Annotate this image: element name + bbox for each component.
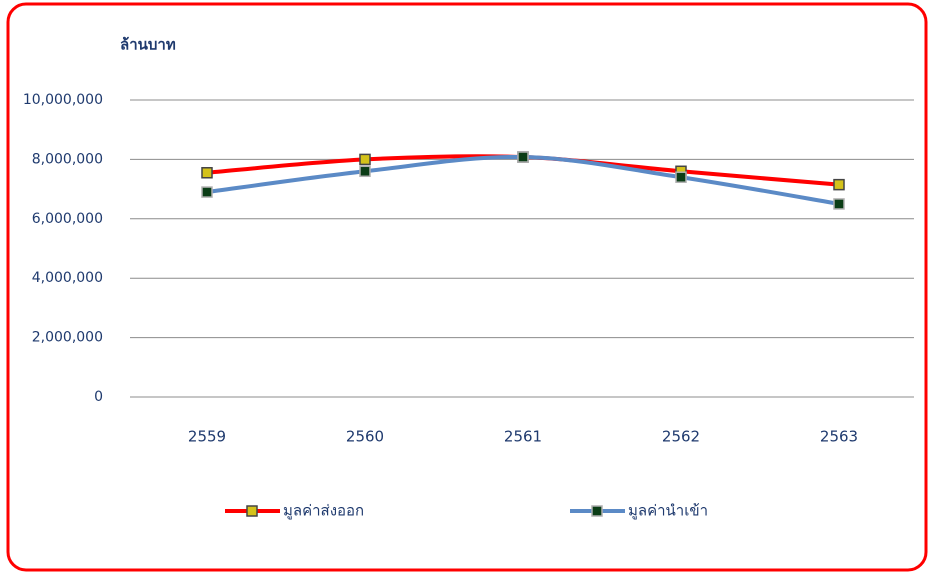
legend-label: มูลค่าส่งออก	[283, 502, 364, 520]
x-tick-label: 2562	[662, 428, 700, 446]
x-tick-label: 2560	[346, 428, 384, 446]
point-marker	[517, 151, 529, 163]
x-tick-label: 2563	[820, 428, 858, 446]
y-tick-label: 10,000,000	[23, 92, 103, 108]
y-tick-label: 0	[94, 389, 103, 405]
point-marker	[675, 171, 687, 183]
y-axis-label: ล้านบาท	[120, 36, 176, 54]
chart-border	[6, 2, 928, 572]
y-tick-label: 6,000,000	[32, 211, 103, 227]
x-tick-label: 2559	[188, 428, 226, 446]
point-marker	[833, 198, 845, 210]
point-marker	[359, 153, 371, 166]
legend-marker	[591, 505, 603, 517]
x-tick-label: 2561	[504, 428, 542, 446]
legend-marker	[246, 505, 258, 517]
point-marker	[833, 178, 845, 191]
point-marker	[201, 186, 213, 198]
point-marker	[359, 165, 371, 178]
y-tick-label: 2,000,000	[32, 330, 103, 346]
point-marker	[201, 167, 213, 179]
y-tick-label: 8,000,000	[32, 151, 103, 167]
legend-label: มูลค่านำเข้า	[628, 502, 708, 520]
y-tick-label: 4,000,000	[32, 270, 103, 286]
